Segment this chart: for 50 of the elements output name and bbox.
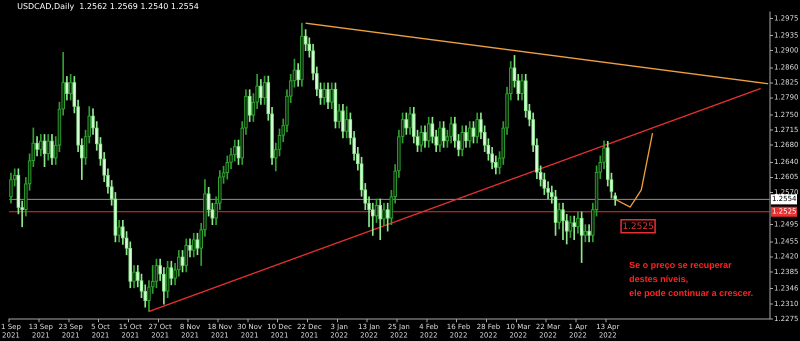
candlestick <box>337 104 342 128</box>
candlestick <box>300 22 304 87</box>
candlestick <box>236 140 240 165</box>
candlestick <box>322 82 326 105</box>
candlestick <box>572 216 576 240</box>
candlestick <box>65 76 69 100</box>
candlestick <box>468 121 472 148</box>
candlestick <box>180 250 184 272</box>
candlestick <box>464 126 468 148</box>
candlestick <box>419 126 424 152</box>
candlestick <box>248 89 252 122</box>
annotation: Se o preço se recuperar destes níveis, ele pode continuar a crescer. <box>629 260 754 298</box>
candlestick <box>520 74 524 100</box>
candlestick <box>404 112 408 135</box>
candlestick <box>382 202 386 226</box>
candlestick <box>408 107 412 135</box>
candlestick <box>378 198 382 240</box>
candlestick <box>561 202 565 240</box>
candlestick <box>554 190 558 236</box>
candlestick <box>334 82 338 128</box>
candlestick <box>196 232 200 256</box>
candlestick <box>259 79 263 105</box>
candlestick <box>46 134 50 161</box>
candlestick <box>326 82 330 109</box>
candlestick <box>472 121 476 144</box>
candlestick <box>423 126 427 148</box>
candlestick <box>442 121 446 148</box>
candlestick <box>132 265 136 288</box>
text: 1.2525 <box>622 222 654 232</box>
candlestick <box>460 126 464 156</box>
candlestick <box>557 202 562 230</box>
candlestick <box>262 76 266 105</box>
candlestick <box>438 121 442 152</box>
candlestick <box>42 134 46 168</box>
candlestick <box>184 238 188 272</box>
candlestick <box>449 116 453 144</box>
candlestick <box>50 134 54 165</box>
candlestick <box>38 134 43 156</box>
candlestick <box>475 112 480 144</box>
candlestick <box>330 82 334 109</box>
candlestick <box>568 216 572 238</box>
chart-title: USDCAD,Daily 1.2562 1.2569 1.2540 1.2554 <box>17 2 199 12</box>
candlestick <box>341 104 345 138</box>
candlestick <box>192 232 196 258</box>
candlestick <box>344 106 348 138</box>
candlestick <box>35 136 39 156</box>
candlestick <box>68 74 72 100</box>
candlestick <box>188 238 192 258</box>
candlestick <box>9 172 13 204</box>
candlestick <box>374 198 378 223</box>
